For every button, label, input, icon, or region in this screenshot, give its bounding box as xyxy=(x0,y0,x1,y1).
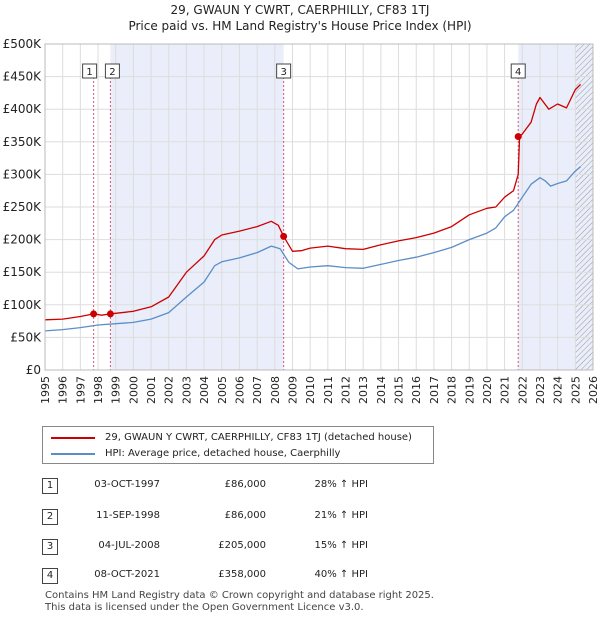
sale-label-text: 3 xyxy=(280,67,286,78)
sale-hpi-diff: 21% ↑ HPI xyxy=(314,510,368,521)
x-tick-label: 2000 xyxy=(127,376,140,404)
sale-point xyxy=(106,310,114,318)
sale-number: 2 xyxy=(42,509,58,525)
sale-point xyxy=(280,232,288,240)
y-tick-label: £200K xyxy=(3,233,43,247)
x-tick-label: 2025 xyxy=(569,376,582,404)
sale-label-text: 2 xyxy=(109,67,115,78)
sale-point xyxy=(514,133,522,141)
x-tick-label: 2016 xyxy=(410,376,423,404)
x-tick-label: 2022 xyxy=(516,376,529,404)
sale-hpi-diff: 40% ↑ HPI xyxy=(314,569,368,580)
table-row: 4 08-OCT-2021 £358,000 40% ↑ HPI xyxy=(0,566,600,586)
axes: £0 £50K £100K £150K £200K £250K £300K £350K £400… xyxy=(3,37,600,404)
legend-swatch-hpi xyxy=(51,453,95,455)
sale-number: 1 xyxy=(42,478,58,494)
chart-svg: 1 2 3 4 £0 £50K £100K £150K £200K £250K £300K £350… xyxy=(3,37,600,404)
y-tick-label: £0 xyxy=(26,363,41,377)
y-tick-label: £250K xyxy=(3,200,43,214)
x-tick-label: 2005 xyxy=(216,376,229,404)
legend-label-hpi: HPI: Average price, detached house, Caer… xyxy=(105,448,341,459)
sale-price: £358,000 xyxy=(218,569,266,580)
x-tick-label: 2026 xyxy=(587,376,600,404)
y-tick-label: £100K xyxy=(3,298,43,312)
x-tick-label: 1998 xyxy=(92,376,105,404)
y-tick-label: £50K xyxy=(10,330,42,344)
sale-label-box: 1 xyxy=(82,63,98,79)
sale-date: 03-OCT-1997 xyxy=(94,479,160,490)
x-tick-label: 2017 xyxy=(428,376,441,404)
x-tick-label: 2009 xyxy=(286,376,299,404)
footer-licence: This data is licensed under the Open Gov… xyxy=(45,602,364,613)
series-lines xyxy=(44,83,582,332)
x-tick-label: 1996 xyxy=(57,376,70,404)
x-tick-label: 2024 xyxy=(552,376,565,404)
series-line-hpi xyxy=(44,166,582,332)
sale-label-box: 2 xyxy=(104,63,120,79)
y-tick-label: £350K xyxy=(3,135,43,149)
x-tick-label: 2015 xyxy=(393,376,406,404)
x-tick-label: 2002 xyxy=(163,376,176,404)
sale-hpi-diff: 15% ↑ HPI xyxy=(314,540,368,551)
sale-label-box-rect xyxy=(82,63,98,79)
sale-label-box-rect xyxy=(104,63,120,79)
series-line-property xyxy=(44,83,582,321)
sale-point xyxy=(90,310,98,318)
x-tick-label: 2003 xyxy=(180,376,193,404)
x-tick-label: 2012 xyxy=(340,376,353,404)
x-tick-label: 1997 xyxy=(74,376,87,404)
y-tick-label: £500K xyxy=(3,37,43,51)
x-tick-label: 2006 xyxy=(233,376,246,404)
x-tick-label: 2010 xyxy=(304,376,317,404)
x-tick-label: 2011 xyxy=(322,376,335,404)
sale-number: 4 xyxy=(42,568,58,584)
x-tick-label: 2018 xyxy=(446,376,459,404)
sale-hpi-diff: 28% ↑ HPI xyxy=(314,479,368,490)
sale-label-text: 1 xyxy=(86,67,92,78)
legend-swatch-property xyxy=(51,437,95,439)
x-tick-label: 2020 xyxy=(481,376,494,404)
sale-number: 3 xyxy=(42,539,58,555)
x-tick-label: 2001 xyxy=(145,376,158,404)
sale-label-text: 4 xyxy=(515,67,521,78)
x-tick-label: 2007 xyxy=(251,376,264,404)
x-tick-label: 1999 xyxy=(110,376,123,404)
x-tick-label: 2023 xyxy=(534,376,547,404)
sale-date: 08-OCT-2021 xyxy=(94,569,160,580)
y-tick-label: £400K xyxy=(3,102,43,116)
x-tick-label: 2013 xyxy=(357,376,370,404)
sale-label-boxes: 1 2 3 4 xyxy=(82,63,526,79)
table-row: 1 03-OCT-1997 £86,000 28% ↑ HPI xyxy=(0,476,600,496)
sale-price: £86,000 xyxy=(224,510,266,521)
sale-label-box: 3 xyxy=(276,63,292,79)
x-tick-label: 1995 xyxy=(39,376,52,404)
chart-title-address: 29, GWAUN Y CWRT, CAERPHILLY, CF83 1TJ xyxy=(170,3,430,17)
sale-dots xyxy=(90,133,522,318)
x-tick-label: 2008 xyxy=(269,376,282,404)
sale-date: 11-SEP-1998 xyxy=(96,510,160,521)
x-tick-label: 2004 xyxy=(198,376,211,404)
sale-label-box-rect xyxy=(510,63,526,79)
footer-copyright: Contains HM Land Registry data © Crown c… xyxy=(45,590,434,601)
chart-title: Price paid vs. HM Land Registry's House … xyxy=(128,19,472,33)
sale-label-box: 4 xyxy=(510,63,526,79)
y-tick-label: £300K xyxy=(3,167,43,181)
sale-date: 04-JUL-2008 xyxy=(98,540,160,551)
sale-price: £205,000 xyxy=(218,540,266,551)
x-tick-label: 2014 xyxy=(375,376,388,404)
x-tick-label: 2021 xyxy=(499,376,512,404)
y-tick-label: £150K xyxy=(3,265,43,279)
plot-frame xyxy=(44,43,594,371)
sale-price: £86,000 xyxy=(224,479,266,490)
legend: 29, GWAUN Y CWRT, CAERPHILLY, CF83 1TJ (… xyxy=(42,426,434,464)
table-row: 3 04-JUL-2008 £205,000 15% ↑ HPI xyxy=(0,537,600,557)
legend-label-property: 29, GWAUN Y CWRT, CAERPHILLY, CF83 1TJ (… xyxy=(105,432,412,443)
table-row: 2 11-SEP-1998 £86,000 21% ↑ HPI xyxy=(0,507,600,527)
sale-label-box-rect xyxy=(276,63,292,79)
y-tick-label: £450K xyxy=(3,70,43,84)
x-tick-label: 2019 xyxy=(463,376,476,404)
